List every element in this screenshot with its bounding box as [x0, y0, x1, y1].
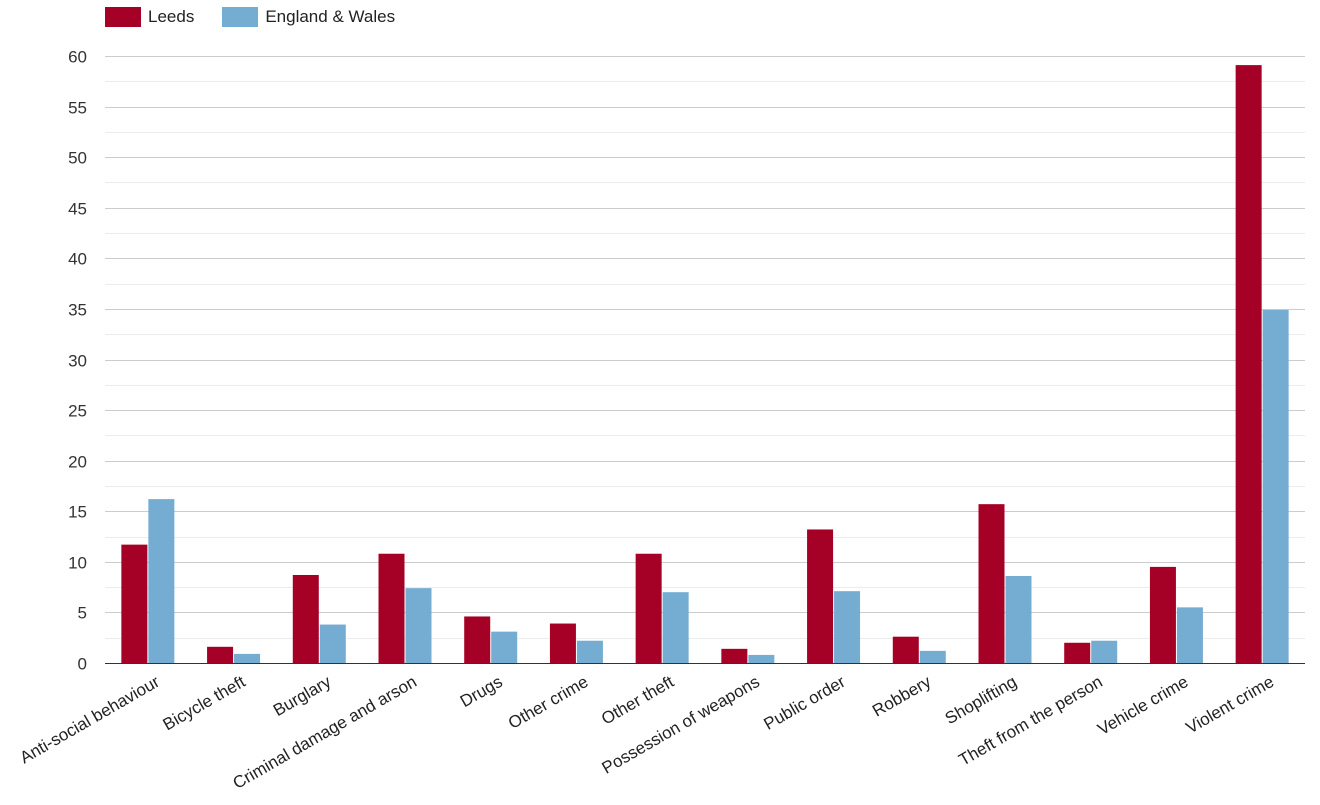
x-tick-label: Theft from the person — [955, 672, 1105, 770]
bar-leeds — [378, 553, 405, 663]
bar-leeds — [721, 648, 748, 663]
bar-leeds — [892, 636, 919, 663]
bar-england-wales — [1005, 576, 1032, 663]
x-tick-label: Anti-social behaviour — [17, 672, 163, 768]
x-tick-label: Shoplifting — [942, 672, 1020, 728]
bar-england-wales — [576, 640, 603, 663]
bar-england-wales — [834, 591, 861, 663]
x-tick-label: Burglary — [270, 672, 335, 720]
bar-england-wales — [662, 592, 689, 663]
bar-england-wales — [1176, 607, 1203, 663]
bar-england-wales — [148, 499, 175, 663]
bar-leeds — [1149, 566, 1176, 663]
bar-leeds — [464, 616, 491, 663]
x-tick-label: Possession of weapons — [599, 672, 763, 778]
y-tick-label: 45 — [68, 200, 87, 219]
legend-item-leeds[interactable]: Leeds — [105, 7, 194, 27]
y-tick-label: 25 — [68, 402, 87, 421]
y-tick-label: 35 — [68, 301, 87, 320]
bar-england-wales — [748, 654, 775, 663]
x-tick-label: Vehicle crime — [1094, 672, 1191, 739]
bar-leeds — [121, 544, 148, 663]
x-tick-label: Other theft — [598, 672, 677, 729]
y-tick-label: 30 — [68, 352, 87, 371]
bar-leeds — [1064, 642, 1091, 663]
y-tick-label: 15 — [68, 503, 87, 522]
bar-leeds — [635, 553, 662, 663]
bar-england-wales — [1091, 640, 1118, 663]
x-tick-label: Robbery — [869, 672, 935, 721]
bar-england-wales — [319, 624, 346, 663]
legend-item-england-wales[interactable]: England & Wales — [222, 7, 395, 27]
bar-leeds — [807, 529, 834, 663]
bar-leeds — [549, 623, 576, 663]
y-tick-label: 0 — [78, 655, 87, 674]
y-tick-label: 40 — [68, 250, 87, 269]
bar-leeds — [207, 646, 234, 663]
bar-leeds — [1235, 65, 1262, 664]
y-tick-label: 10 — [68, 554, 87, 573]
legend-label-leeds: Leeds — [148, 7, 195, 26]
x-tick-label: Other crime — [505, 672, 591, 733]
bar-england-wales — [234, 653, 261, 663]
legend-swatch-leeds — [105, 7, 141, 27]
bar-england-wales — [919, 650, 946, 663]
bar-england-wales — [491, 631, 518, 663]
x-tick-label: Bicycle theft — [160, 672, 249, 734]
y-tick-label: 60 — [68, 48, 87, 67]
bar-england-wales — [1262, 309, 1289, 663]
bar-leeds — [292, 574, 319, 663]
y-tick-label: 50 — [68, 149, 87, 168]
legend-label-england-wales: England & Wales — [265, 7, 396, 26]
bar-england-wales — [405, 588, 432, 663]
x-tick-label: Public order — [761, 672, 849, 734]
y-tick-label: 20 — [68, 453, 87, 472]
legend-swatch-england-wales — [222, 7, 259, 27]
bar-leeds — [978, 504, 1005, 663]
y-tick-label: 5 — [78, 604, 87, 623]
y-tick-label: 55 — [68, 99, 87, 118]
x-tick-label: Drugs — [457, 672, 506, 711]
x-tick-label: Violent crime — [1183, 672, 1277, 737]
legend: Leeds England & Wales — [105, 7, 423, 27]
